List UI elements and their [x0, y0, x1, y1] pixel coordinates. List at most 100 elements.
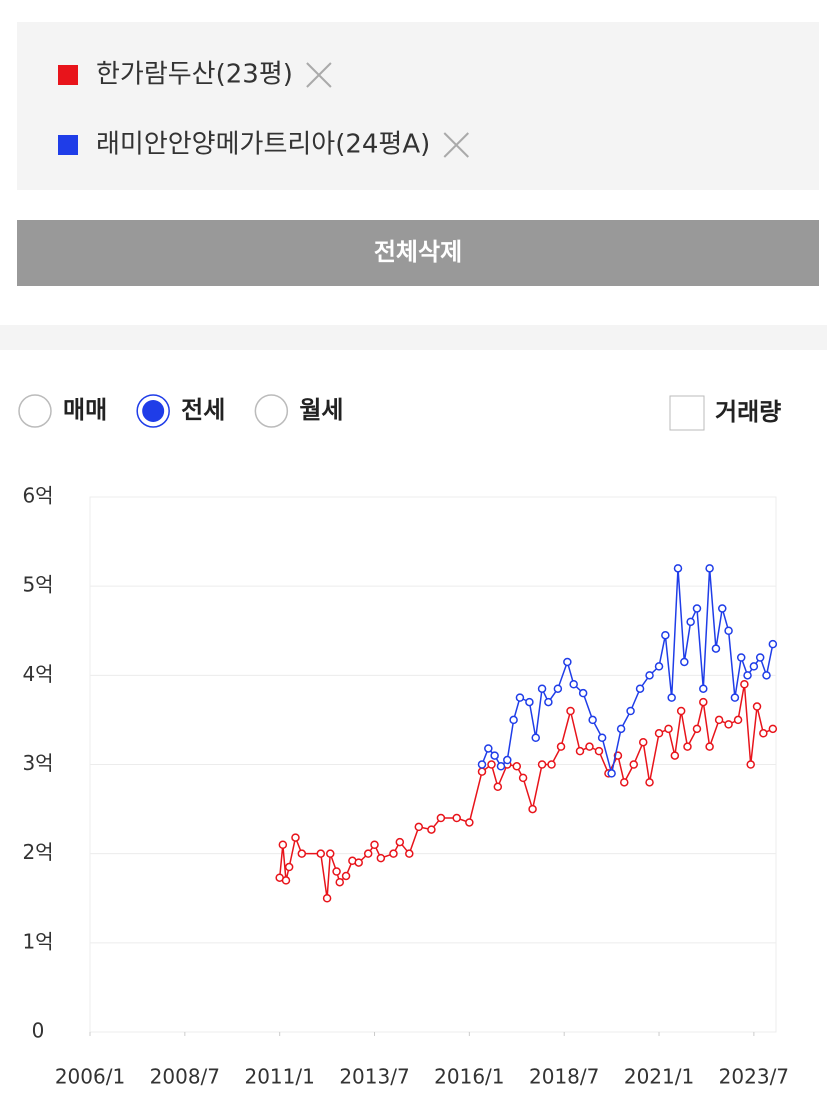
- data-point: [284, 862, 294, 872]
- radio-dot: [142, 400, 165, 422]
- data-point: [670, 751, 680, 760]
- data-point: [363, 849, 373, 858]
- data-point: [427, 825, 436, 834]
- data-point: [645, 778, 654, 787]
- data-point: [585, 742, 594, 751]
- data-point: [686, 617, 695, 627]
- data-point: [711, 644, 721, 653]
- data-point: [496, 762, 506, 771]
- data-point: [452, 813, 461, 823]
- data-point: [620, 778, 629, 787]
- data-point: [768, 724, 778, 734]
- x-tick-label: 2023/7: [719, 1065, 789, 1089]
- y-tick-label: 1억: [22, 929, 53, 953]
- data-point: [645, 671, 654, 680]
- data-point: [733, 715, 743, 725]
- y-tick-label: 0: [32, 1019, 45, 1043]
- data-point: [354, 858, 363, 867]
- legend-swatch: [58, 135, 78, 155]
- data-point: [405, 849, 414, 858]
- legend-label: 래미안안양메가트리아(24평A): [96, 130, 430, 160]
- y-tick-label: 4억: [22, 662, 53, 686]
- delete-all-button[interactable]: [17, 220, 819, 286]
- radio[interactable]: [254, 394, 289, 428]
- data-point: [465, 818, 474, 827]
- data-point: [762, 671, 771, 680]
- data-point: [724, 720, 733, 729]
- data-point: [705, 564, 714, 573]
- y-tick-label: 6억: [22, 484, 53, 508]
- data-point: [493, 782, 503, 792]
- data-point: [578, 688, 588, 698]
- data-point: [654, 729, 664, 738]
- data-point: [718, 604, 727, 613]
- x-tick-label: 2018/7: [529, 1065, 599, 1089]
- data-point: [667, 693, 676, 702]
- x-tick-label: 2008/7: [150, 1065, 220, 1089]
- data-point: [749, 662, 759, 671]
- legend-label: 한가람두산(23평): [96, 60, 293, 90]
- data-point: [395, 837, 405, 847]
- checkbox[interactable]: [669, 395, 705, 431]
- data-point: [477, 767, 487, 776]
- remove-icon[interactable]: [306, 62, 332, 88]
- data-point: [673, 564, 683, 573]
- data-point: [335, 877, 344, 887]
- data-point: [389, 849, 398, 858]
- data-point: [566, 706, 575, 716]
- data-point: [597, 733, 607, 742]
- legend-box: [17, 22, 819, 190]
- data-point: [281, 876, 291, 885]
- data-point: [370, 840, 379, 849]
- x-tick-label: 2013/7: [339, 1065, 409, 1089]
- data-point: [635, 684, 645, 693]
- data-point: [740, 680, 749, 689]
- x-tick-label: 2006/1: [55, 1065, 125, 1089]
- data-point: [332, 867, 341, 876]
- y-tick-label: 3억: [22, 751, 53, 775]
- data-point: [714, 715, 724, 725]
- data-point: [531, 733, 540, 742]
- radio[interactable]: [18, 394, 52, 428]
- data-point: [629, 760, 638, 769]
- data-point: [512, 762, 522, 771]
- data-point: [654, 662, 664, 671]
- data-point: [515, 693, 525, 702]
- data-point: [759, 729, 768, 738]
- data-point: [661, 630, 670, 640]
- data-point: [607, 769, 616, 778]
- data-point: [664, 724, 673, 734]
- data-point: [730, 693, 740, 702]
- data-point: [699, 684, 708, 693]
- data-point: [680, 657, 689, 667]
- data-point: [736, 653, 746, 662]
- data-point: [547, 760, 556, 769]
- data-point: [752, 702, 762, 711]
- data-point: [588, 715, 597, 725]
- data-point: [291, 833, 300, 842]
- checkbox-label: 거래량: [715, 398, 781, 426]
- radio-label: 매매: [63, 396, 107, 424]
- data-point: [484, 744, 493, 753]
- data-point: [503, 755, 512, 765]
- data-point: [683, 742, 692, 751]
- data-point: [743, 671, 752, 680]
- data-point: [699, 697, 708, 707]
- remove-icon[interactable]: [443, 132, 469, 158]
- x-tick-label: 2021/1: [624, 1065, 694, 1089]
- data-point: [556, 742, 566, 751]
- data-point: [322, 894, 332, 903]
- data-point: [616, 724, 626, 734]
- data-point: [676, 706, 686, 716]
- data-point: [594, 746, 604, 756]
- data-point: [569, 680, 578, 689]
- data-point: [724, 626, 733, 635]
- data-point: [537, 684, 547, 693]
- data-point: [705, 742, 714, 751]
- data-point: [518, 773, 528, 783]
- data-point: [525, 697, 534, 707]
- data-point: [768, 639, 778, 649]
- data-point: [553, 684, 563, 693]
- data-point: [490, 751, 499, 760]
